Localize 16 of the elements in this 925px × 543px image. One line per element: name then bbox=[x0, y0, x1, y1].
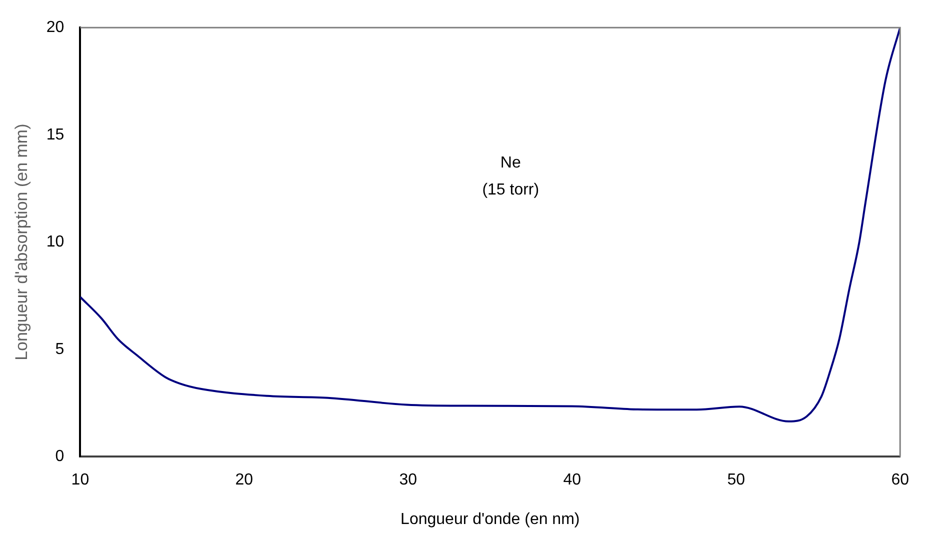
y-tick-label: 0 bbox=[55, 448, 64, 466]
line-series bbox=[80, 28, 900, 422]
x-tick-label: 10 bbox=[71, 472, 90, 489]
x-axis-title: Longueur d'onde (en nm) bbox=[400, 510, 580, 528]
x-tick-label: 60 bbox=[891, 472, 910, 489]
y-axis-title: Longueur d'absorption (en mm) bbox=[12, 124, 31, 360]
y-tick-label: 15 bbox=[46, 126, 64, 144]
x-tick-label: 30 bbox=[399, 472, 418, 489]
y-tick-label: 10 bbox=[46, 234, 64, 251]
x-tick-label: 20 bbox=[235, 472, 254, 489]
y-tick-label: 20 bbox=[46, 19, 64, 36]
annotation: (15 torr) bbox=[482, 182, 540, 199]
y-tick-label: 5 bbox=[55, 340, 64, 358]
x-tick-label: 50 bbox=[727, 472, 746, 489]
annotation: Ne bbox=[500, 154, 521, 172]
x-tick-label: 40 bbox=[563, 472, 582, 489]
